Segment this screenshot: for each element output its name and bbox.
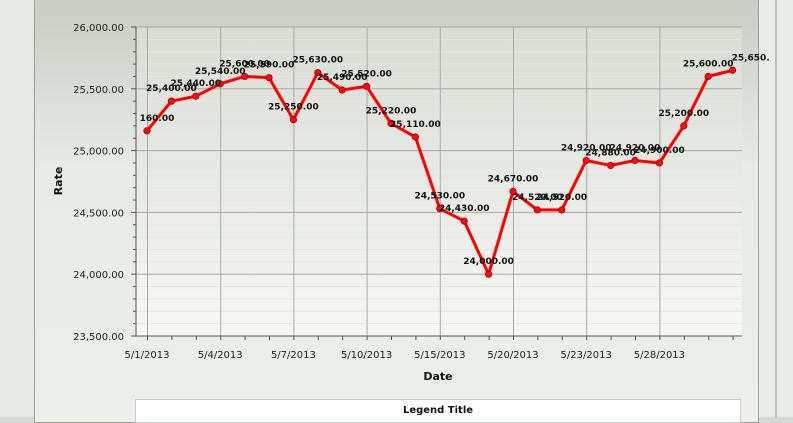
data-label: 25,220.00 — [366, 106, 417, 116]
y-tick-label: 25,500.00 — [73, 85, 124, 96]
data-point — [631, 156, 639, 165]
y-axis-title: Rate — [52, 167, 65, 196]
data-label: 24,920.00 — [610, 143, 661, 153]
y-tick-label: 24,500.00 — [73, 208, 124, 219]
x-tick-label: 5/20/2013 — [487, 350, 538, 361]
data-label: 25,250.00 — [268, 103, 319, 113]
x-tick-label: 5/7/2013 — [271, 350, 316, 361]
data-point — [484, 270, 493, 278]
data-label: 25,600.00 — [219, 59, 270, 69]
data-point — [436, 205, 444, 213]
series-points — [143, 66, 737, 278]
data-label: 24,520.00 — [536, 193, 587, 203]
y-tick-label: 25,000.00 — [73, 147, 124, 158]
data-label: 24,520.00 — [512, 193, 563, 203]
x-tick-labels: 5/1/2013 5/4/2013 5/7/2013 5/10/2013 5/15/20… — [125, 350, 686, 361]
data-point — [728, 66, 737, 74]
data-point — [216, 80, 224, 88]
y-tick-label: 24,000.00 — [73, 270, 124, 281]
x-tick-label: 5/15/2013 — [414, 350, 465, 361]
data-point — [143, 127, 151, 135]
data-label: 24,880.00 — [585, 148, 636, 158]
x-tick-label: 5/4/2013 — [198, 350, 243, 361]
data-label: 25,400.00 — [146, 84, 197, 94]
data-point — [460, 217, 468, 225]
data-label: 24,900.00 — [634, 146, 685, 156]
data-point — [265, 74, 273, 82]
data-label: 25,110.00 — [390, 120, 441, 130]
axes — [131, 26, 742, 340]
y-tick-labels: 23,500.00 24,000.00 24,500.00 25,000.00 25,5… — [73, 23, 124, 343]
data-label: 25,490.00 — [317, 73, 368, 83]
left-panel-background — [0, 0, 34, 417]
legend: Legend Title — [135, 399, 741, 423]
data-label: 24,430.00 — [439, 204, 490, 214]
data-point — [314, 69, 322, 77]
x-axis-title: Date — [423, 370, 452, 383]
data-point — [411, 133, 419, 141]
data-label: 24,000.00 — [463, 257, 514, 267]
x-tick-label: 5/10/2013 — [341, 350, 392, 361]
data-point — [655, 159, 664, 167]
y-tick-label: 26,000.00 — [73, 23, 124, 34]
data-point — [680, 122, 688, 130]
data-label: 24,920.00 — [561, 143, 612, 153]
data-point — [289, 116, 297, 124]
data-label: 24,670.00 — [488, 174, 539, 184]
data-point — [582, 156, 590, 165]
data-point — [509, 187, 517, 195]
data-label: 25,650. — [732, 53, 770, 63]
data-labels: 160.0025,400.0025,440.0025,540.0025,600.… — [140, 53, 770, 267]
data-label: 25,630.00 — [292, 56, 343, 66]
legend-title: Legend Title — [402, 405, 474, 416]
data-point — [704, 72, 712, 81]
x-tick-label: 5/1/2013 — [125, 350, 170, 361]
data-point — [558, 206, 566, 214]
data-label: 25,590.00 — [244, 61, 295, 71]
x-tick-label: 5/23/2013 — [561, 350, 612, 361]
data-label: 25,440.00 — [170, 79, 221, 89]
data-label: 25,200.00 — [658, 109, 709, 119]
data-label: 160.00 — [140, 114, 175, 124]
scrollbar-edge — [775, 0, 777, 417]
data-point — [387, 119, 395, 128]
data-point — [241, 72, 249, 81]
data-point — [606, 161, 615, 170]
data-label: 25,540.00 — [195, 67, 246, 77]
y-tick-label: 23,500.00 — [73, 332, 124, 343]
data-label: 25,600.00 — [683, 59, 734, 69]
x-tick-label: 5/28/2013 — [634, 350, 685, 361]
data-point — [192, 92, 200, 100]
data-point — [533, 206, 542, 214]
data-point — [362, 82, 371, 90]
data-label: 24,530.00 — [414, 192, 465, 202]
data-point — [167, 97, 175, 105]
data-point — [338, 86, 346, 94]
data-label: 25,520.00 — [341, 69, 392, 79]
right-panel-background — [759, 0, 793, 417]
